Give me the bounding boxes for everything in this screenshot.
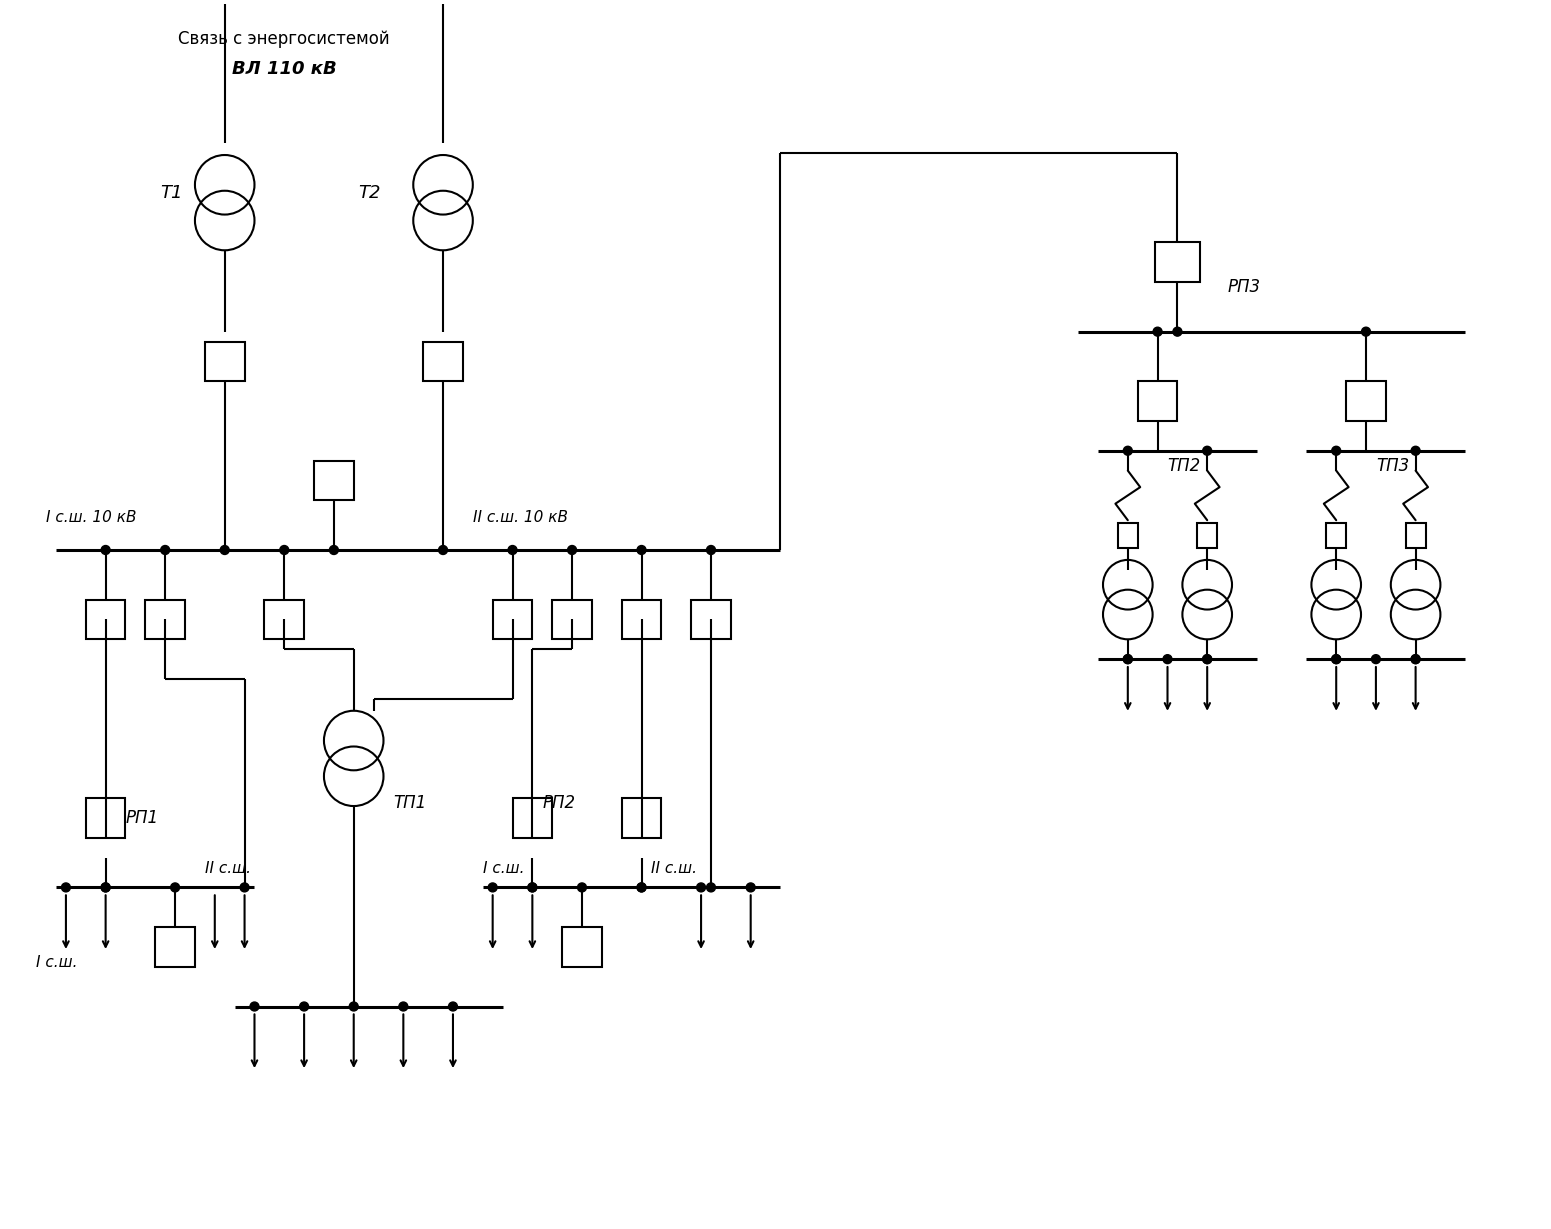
Circle shape (439, 546, 448, 554)
Circle shape (101, 882, 110, 892)
Bar (205, 342, 245, 381)
Bar (512, 798, 552, 838)
Circle shape (101, 546, 110, 554)
Circle shape (161, 546, 169, 554)
Circle shape (329, 546, 338, 554)
Bar (1346, 381, 1387, 422)
Bar (552, 600, 592, 639)
Circle shape (489, 882, 498, 892)
Bar (1197, 522, 1218, 547)
Circle shape (399, 1002, 408, 1011)
Circle shape (746, 882, 755, 892)
Text: ВЛ 110 кВ: ВЛ 110 кВ (233, 60, 337, 77)
Bar (1405, 522, 1425, 547)
Text: II с.ш.: II с.ш. (651, 860, 698, 875)
Text: II с.ш.: II с.ш. (205, 860, 251, 875)
Text: I с.ш.: I с.ш. (482, 860, 524, 875)
Circle shape (527, 882, 537, 892)
Bar (313, 461, 354, 500)
Circle shape (299, 1002, 309, 1011)
Bar (423, 342, 462, 381)
Bar (1138, 381, 1177, 422)
Bar (493, 600, 532, 639)
Circle shape (527, 882, 537, 892)
Bar (85, 600, 126, 639)
Bar (622, 798, 661, 838)
Circle shape (1152, 327, 1162, 336)
Text: I с.ш.: I с.ш. (36, 955, 78, 970)
Circle shape (1411, 655, 1421, 664)
Circle shape (696, 882, 706, 892)
Circle shape (1123, 655, 1132, 664)
Circle shape (171, 882, 180, 892)
Circle shape (707, 882, 715, 892)
Text: ТП2: ТП2 (1168, 457, 1200, 474)
Circle shape (101, 882, 110, 892)
Circle shape (1332, 655, 1340, 664)
Circle shape (1202, 446, 1211, 455)
Circle shape (220, 546, 230, 554)
Circle shape (1173, 327, 1182, 336)
Circle shape (1362, 327, 1371, 336)
Circle shape (1332, 655, 1340, 664)
Circle shape (1371, 655, 1380, 664)
Circle shape (250, 1002, 259, 1011)
Circle shape (1202, 655, 1211, 664)
Text: Связь с энергосистемой: Связь с энергосистемой (178, 29, 389, 48)
Circle shape (1411, 655, 1421, 664)
Circle shape (637, 882, 645, 892)
Circle shape (577, 882, 586, 892)
Bar (561, 927, 602, 967)
Bar (1326, 522, 1346, 547)
Bar (622, 600, 661, 639)
Text: Т1: Т1 (160, 183, 183, 202)
Bar (155, 927, 195, 967)
Text: ТП1: ТП1 (394, 794, 427, 812)
Circle shape (568, 546, 577, 554)
Bar (1155, 242, 1200, 281)
Circle shape (448, 1002, 458, 1011)
Bar (692, 600, 731, 639)
Text: РП3: РП3 (1227, 278, 1259, 296)
Circle shape (637, 882, 645, 892)
Circle shape (279, 546, 288, 554)
Text: I с.ш. 10 кВ: I с.ш. 10 кВ (47, 510, 136, 525)
Text: II с.ш. 10 кВ: II с.ш. 10 кВ (473, 510, 568, 525)
Circle shape (1332, 446, 1340, 455)
Text: Т2: Т2 (358, 183, 382, 202)
Circle shape (1202, 655, 1211, 664)
Circle shape (240, 882, 250, 892)
Circle shape (1123, 655, 1132, 664)
Text: РП1: РП1 (126, 809, 158, 827)
Circle shape (1123, 446, 1132, 455)
Bar (264, 600, 304, 639)
Circle shape (1163, 655, 1173, 664)
Circle shape (1411, 446, 1421, 455)
Circle shape (349, 1002, 358, 1011)
Circle shape (509, 546, 516, 554)
Text: ТП3: ТП3 (1376, 457, 1410, 474)
Bar (1118, 522, 1138, 547)
Bar (146, 600, 185, 639)
Circle shape (707, 546, 715, 554)
Bar (85, 798, 126, 838)
Text: РП2: РП2 (543, 794, 575, 812)
Circle shape (637, 546, 645, 554)
Circle shape (62, 882, 70, 892)
